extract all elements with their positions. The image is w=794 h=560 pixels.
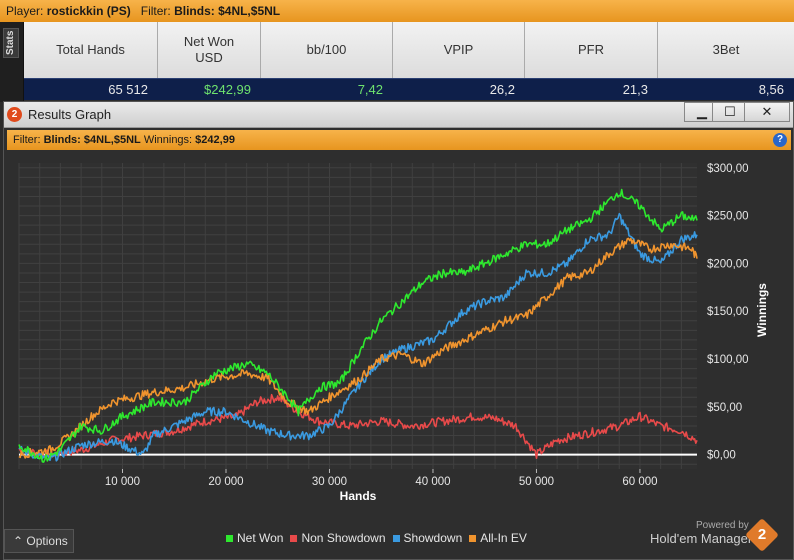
legend-item-showdown[interactable]: Showdown bbox=[392, 531, 463, 545]
window-title: Results Graph bbox=[28, 107, 112, 122]
stats-value-total-hands: 65 512 bbox=[108, 82, 148, 97]
legend-swatch bbox=[469, 534, 477, 542]
stats-value-row: 65 512 $242,99 7,42 26,2 21,3 8,56 bbox=[24, 78, 794, 100]
brand-name: Hold'em Manager bbox=[650, 531, 753, 546]
stats-header-vpip[interactable]: VPIP bbox=[393, 22, 525, 78]
player-value: rostickkin (PS) bbox=[46, 4, 131, 18]
graph-filter-label: Filter: bbox=[13, 134, 41, 146]
y-tick-label: $100,00 bbox=[707, 354, 749, 366]
x-axis-ticks: 10 000 20 000 30 000 40 000 50 000 60 000 bbox=[105, 469, 658, 488]
x-tick-label: 60 000 bbox=[622, 476, 657, 488]
series-line-net-won bbox=[18, 188, 698, 463]
y-tick-label: $0,00 bbox=[707, 450, 736, 462]
stats-value-pfr: 21,3 bbox=[622, 82, 648, 97]
y-tick-label: $200,00 bbox=[707, 258, 749, 270]
series-line-showdown bbox=[18, 212, 698, 462]
x-tick-label: 50 000 bbox=[519, 476, 554, 488]
legend-label: Net Won bbox=[237, 531, 284, 545]
minimize-button[interactable]: ▁ bbox=[684, 102, 720, 122]
stats-header-3bet[interactable]: 3Bet bbox=[712, 42, 740, 57]
y-tick-label: $300,00 bbox=[707, 163, 749, 175]
series-line-non-showdown bbox=[18, 393, 698, 459]
close-button[interactable]: ✕ bbox=[744, 102, 790, 122]
x-axis-title: Hands bbox=[340, 489, 377, 503]
player-filter-bar: Player: rostickkin (PS) Filter: Blinds: … bbox=[0, 0, 794, 22]
x-tick-label: 10 000 bbox=[105, 476, 140, 488]
legend-item-all-in-ev[interactable]: All-In EV bbox=[469, 531, 527, 545]
y-tick-label: $250,00 bbox=[707, 211, 749, 223]
legend-label: Non Showdown bbox=[301, 531, 386, 545]
legend-swatch bbox=[392, 534, 400, 542]
chart-legend: Net Won Non Showdown Showdown All-In EV bbox=[226, 531, 534, 545]
legend-swatch bbox=[290, 534, 298, 542]
stats-value-net-won: $242,99 bbox=[204, 82, 251, 97]
stats-value-vpip: 26,2 bbox=[489, 82, 515, 97]
stats-value-bb100: 7,42 bbox=[357, 82, 383, 97]
legend-label: Showdown bbox=[403, 531, 463, 545]
graph-filter-value: Blinds: $4NL,$5NL bbox=[43, 134, 141, 146]
y-axis-title: Winnings bbox=[755, 283, 769, 337]
help-icon[interactable]: ? bbox=[773, 133, 787, 147]
stats-header-net-won[interactable]: Net Won USD bbox=[158, 22, 261, 78]
options-label: Options bbox=[26, 534, 68, 548]
stats-header-pfr[interactable]: PFR bbox=[525, 22, 658, 78]
graph-winnings-value: $242,99 bbox=[195, 134, 235, 146]
legend-item-net-won[interactable]: Net Won bbox=[226, 531, 283, 545]
filter-label: Filter: bbox=[140, 4, 171, 18]
x-tick-label: 20 000 bbox=[208, 476, 243, 488]
window-titlebar[interactable]: 2 Results Graph ▁ ☐ ✕ bbox=[4, 102, 793, 128]
filter-value: Blinds: $4NL,$5NL bbox=[174, 4, 281, 18]
stats-header-bb100[interactable]: bb/100 bbox=[261, 22, 393, 78]
chevron-up-icon: ⌃ bbox=[13, 534, 24, 548]
chart-grid bbox=[18, 163, 697, 469]
stats-header-total-hands[interactable]: Total Hands bbox=[24, 22, 158, 78]
x-tick-label: 40 000 bbox=[415, 476, 450, 488]
y-axis-ticks: $0,00 $50,00 $100,00 $150,00 $200,00 $250,00 $… bbox=[707, 163, 749, 462]
stats-side-panel: Stats bbox=[0, 22, 24, 102]
y-tick-label: $150,00 bbox=[707, 306, 749, 318]
legend-label: All-In EV bbox=[480, 531, 527, 545]
stats-header-row: Total Hands Net Won USD bb/100 VPIP PFR … bbox=[24, 22, 794, 78]
powered-by-text: Powered by bbox=[696, 520, 749, 531]
x-tick-label: 30 000 bbox=[312, 476, 347, 488]
y-tick-label: $50,00 bbox=[707, 402, 742, 414]
chart-series bbox=[18, 188, 698, 463]
stats-value-3bet: 8,56 bbox=[758, 82, 784, 97]
hm2-brand-logo-icon: 2 bbox=[745, 518, 779, 552]
player-label: Player: bbox=[6, 4, 44, 18]
hm2-logo-icon: 2 bbox=[7, 107, 22, 122]
series-line-all-in-ev bbox=[18, 237, 698, 459]
graph-winnings-label: Winnings: bbox=[143, 134, 193, 146]
maximize-button[interactable]: ☐ bbox=[712, 102, 748, 122]
legend-swatch bbox=[226, 534, 233, 542]
options-button[interactable]: ⌃ Options bbox=[4, 529, 74, 553]
legend-item-non-showdown[interactable]: Non Showdown bbox=[290, 531, 386, 545]
plot-area bbox=[19, 163, 697, 469]
graph-filter-bar: Filter: Blinds: $4NL,$5NL Winnings: $242… bbox=[7, 130, 791, 150]
